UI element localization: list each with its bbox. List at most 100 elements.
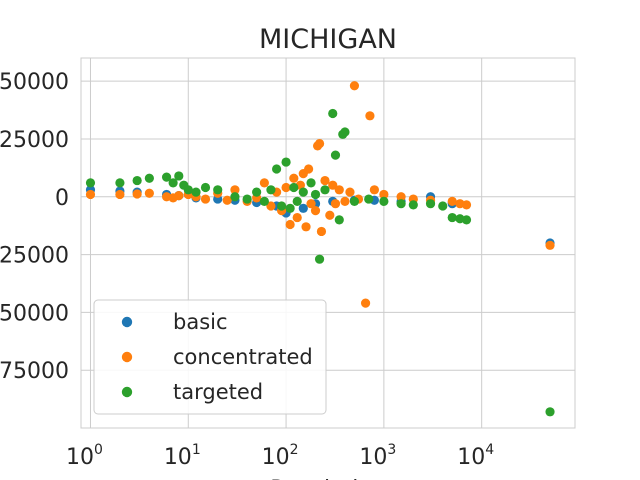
y-tick-label: 25000: [0, 128, 69, 153]
data-point-targeted: [306, 178, 316, 188]
y-tick-label: 75000: [0, 359, 69, 384]
data-point-targeted: [425, 199, 436, 209]
data-point-targeted: [334, 215, 344, 225]
data-point-concentrated: [310, 206, 321, 216]
data-point-targeted: [259, 196, 269, 206]
data-point-concentrated: [266, 201, 276, 211]
data-point-basic: [298, 203, 308, 213]
data-point-targeted: [298, 187, 308, 197]
data-point-concentrated: [306, 199, 316, 209]
data-point-concentrated: [174, 190, 184, 201]
data-point-targeted: [447, 212, 457, 223]
legend-marker-targeted: [121, 386, 133, 398]
legend-label-basic: basic: [173, 310, 228, 334]
data-point-targeted: [213, 185, 223, 195]
data-point-targeted: [132, 175, 142, 186]
data-point-targeted: [408, 200, 418, 210]
data-point-targeted: [191, 187, 201, 197]
data-point-concentrated: [285, 219, 295, 230]
data-point-concentrated: [545, 240, 555, 250]
data-point-concentrated: [144, 188, 154, 198]
data-point-targeted: [328, 108, 338, 119]
data-point-concentrated: [328, 180, 338, 190]
data-point-concentrated: [365, 111, 375, 121]
legend-label-targeted: targeted: [173, 380, 263, 404]
x-tick-label: 102: [262, 442, 299, 470]
legend-box: [93, 299, 327, 415]
data-point-targeted: [310, 189, 321, 200]
data-point-targeted: [281, 157, 291, 167]
legend-marker-concentrated: [121, 351, 133, 363]
data-point-targeted: [277, 201, 287, 211]
data-point-targeted: [364, 194, 374, 204]
data-point-targeted: [292, 196, 302, 206]
x-tick-label: 103: [359, 442, 396, 470]
data-point-targeted: [396, 199, 406, 209]
data-point-concentrated: [292, 212, 302, 223]
legend-label-concentrated: concentrated: [173, 345, 313, 369]
chart-title: MICHIGAN: [259, 24, 397, 55]
data-point-targeted: [285, 203, 295, 213]
x-tick-label: 100: [66, 442, 103, 470]
data-points: [85, 81, 555, 417]
data-point-targeted: [200, 182, 211, 193]
data-point-concentrated: [340, 196, 350, 206]
x-tick-label: 101: [164, 442, 201, 470]
data-point-concentrated: [334, 185, 344, 195]
data-point-concentrated: [316, 226, 327, 237]
data-point-targeted: [144, 173, 154, 183]
data-point-targeted: [168, 178, 178, 188]
data-point-targeted: [545, 407, 555, 417]
series-targeted: [85, 108, 555, 417]
data-point-concentrated: [222, 195, 232, 205]
data-point-concentrated: [304, 164, 314, 174]
data-point-concentrated: [447, 196, 457, 206]
data-point-targeted: [438, 201, 448, 211]
data-point-concentrated: [132, 189, 142, 199]
data-point-concentrated: [396, 192, 406, 202]
data-point-targeted: [340, 127, 350, 137]
data-point-concentrated: [230, 185, 240, 195]
data-point-concentrated: [349, 81, 360, 91]
legend: basic concentrated targeted: [93, 299, 327, 415]
data-point-targeted: [115, 178, 125, 188]
data-point-targeted: [230, 192, 240, 202]
series-concentrated: [85, 81, 555, 308]
data-point-targeted: [266, 185, 276, 195]
data-point-targeted: [349, 196, 360, 206]
data-point-concentrated: [379, 189, 389, 200]
data-point-concentrated: [330, 199, 341, 209]
data-point-targeted: [314, 254, 325, 264]
data-point-targeted: [330, 150, 341, 160]
data-point-concentrated: [301, 222, 311, 232]
data-point-concentrated: [320, 175, 330, 186]
data-point-concentrated: [360, 298, 371, 308]
data-point-targeted: [271, 164, 282, 174]
data-point-concentrated: [461, 200, 472, 210]
data-point-concentrated: [345, 187, 355, 197]
data-point-targeted: [242, 194, 252, 204]
y-tick-label: 50000: [0, 301, 69, 326]
data-point-targeted: [183, 185, 193, 195]
data-point-targeted: [85, 178, 96, 188]
data-point-concentrated: [281, 182, 291, 193]
y-tick-label: 0: [55, 186, 69, 211]
data-point-targeted: [379, 196, 389, 206]
tick-labels: 100 101 102 103 104 50000 25000 0 25000 50000 7500…: [0, 70, 494, 470]
data-point-targeted: [174, 171, 184, 181]
data-point-concentrated: [200, 194, 211, 204]
data-point-targeted: [289, 182, 299, 193]
data-point-targeted: [461, 215, 472, 225]
data-point-concentrated: [289, 173, 299, 183]
y-tick-label: 25000: [0, 244, 69, 269]
data-point-targeted: [161, 172, 172, 182]
x-axis-label: Population: [270, 477, 386, 480]
x-tick-label: 104: [457, 442, 494, 470]
y-tick-label: 50000: [0, 70, 69, 95]
data-point-concentrated: [85, 189, 96, 200]
data-point-concentrated: [259, 178, 269, 188]
legend-marker-basic: [121, 316, 133, 328]
data-point-concentrated: [314, 138, 325, 149]
data-point-concentrated: [115, 189, 125, 200]
